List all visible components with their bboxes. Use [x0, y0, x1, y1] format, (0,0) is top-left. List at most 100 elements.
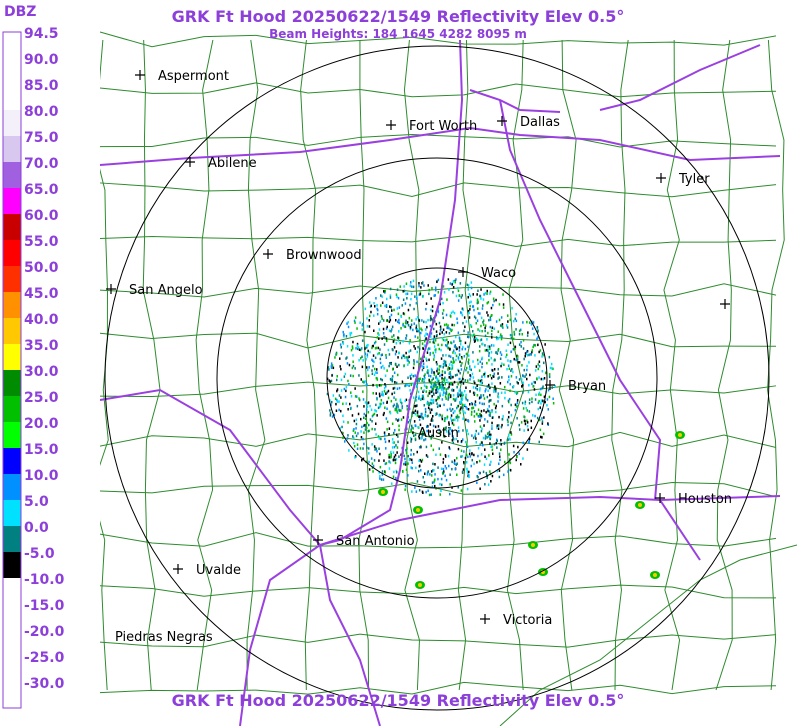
echo [370, 408, 373, 411]
echo [477, 379, 480, 382]
echo [441, 388, 443, 391]
echo [424, 414, 427, 418]
echo [539, 349, 542, 352]
echo [361, 328, 363, 331]
echo [397, 419, 399, 422]
echo [410, 373, 413, 376]
echo [498, 475, 501, 479]
echo [526, 320, 528, 324]
echo [371, 358, 373, 362]
echo [398, 321, 400, 325]
echo [445, 344, 447, 347]
echo [362, 359, 364, 362]
echo [428, 292, 430, 296]
echo [460, 399, 462, 403]
echo [528, 384, 530, 387]
echo [437, 466, 439, 469]
echo [484, 375, 486, 378]
legend-swatch [3, 84, 21, 110]
echo [433, 373, 436, 376]
echo [372, 464, 375, 468]
echo [460, 311, 462, 314]
echo [435, 286, 437, 289]
echo [425, 454, 428, 457]
echo [455, 463, 458, 466]
echo [421, 415, 423, 419]
echo [409, 303, 411, 307]
echo [374, 356, 377, 360]
echo [479, 425, 482, 428]
echo [376, 378, 379, 381]
echo [378, 471, 380, 474]
echo [491, 427, 493, 430]
echo [480, 288, 482, 291]
echo [396, 288, 399, 291]
echo [396, 446, 399, 449]
echo [515, 328, 517, 331]
echo [400, 327, 402, 330]
echo [522, 384, 524, 387]
echo [451, 460, 453, 464]
echo [518, 452, 520, 456]
echo [436, 363, 438, 366]
echo [495, 336, 498, 339]
echo [502, 293, 504, 296]
echo [415, 318, 417, 321]
echo [507, 399, 510, 403]
echo [487, 435, 490, 438]
echo [377, 435, 380, 438]
echo [406, 383, 409, 387]
echo [431, 389, 434, 393]
echo [450, 360, 452, 364]
echo [499, 442, 502, 446]
echo [483, 293, 485, 296]
echo [449, 348, 451, 351]
echo [518, 423, 520, 427]
echo [435, 330, 438, 333]
echo [342, 436, 344, 439]
echo [431, 395, 433, 398]
echo [507, 380, 509, 384]
echo [476, 338, 478, 341]
echo [452, 310, 454, 313]
echo [479, 443, 481, 446]
echo [351, 347, 354, 350]
echo [534, 414, 536, 418]
echo [428, 403, 431, 406]
echo [512, 444, 515, 448]
echo [419, 446, 421, 449]
echo [540, 402, 542, 405]
echo [361, 365, 364, 369]
echo [547, 408, 549, 411]
echo [366, 344, 368, 348]
echo [471, 372, 474, 376]
echo [339, 427, 341, 430]
echo [472, 360, 474, 363]
echo [496, 352, 499, 355]
echo [404, 321, 407, 325]
echo [453, 323, 455, 327]
echo [488, 454, 490, 457]
echo [397, 312, 400, 316]
echo [513, 450, 515, 454]
echo [364, 330, 366, 334]
echo [395, 408, 398, 411]
echo [467, 455, 469, 459]
echo [380, 304, 382, 307]
echo [418, 339, 421, 342]
echo [518, 361, 521, 364]
echo [432, 448, 435, 452]
echo [532, 345, 534, 349]
echo [455, 294, 458, 298]
echo [472, 436, 475, 440]
legend-label: 85.0 [24, 78, 59, 94]
echo [477, 312, 480, 315]
echo [480, 396, 482, 399]
echo [435, 361, 438, 364]
echo [342, 420, 345, 423]
echo [445, 354, 447, 357]
city-label: Houston [678, 492, 732, 507]
echo [494, 385, 496, 388]
echo [431, 287, 433, 290]
echo [379, 465, 382, 469]
